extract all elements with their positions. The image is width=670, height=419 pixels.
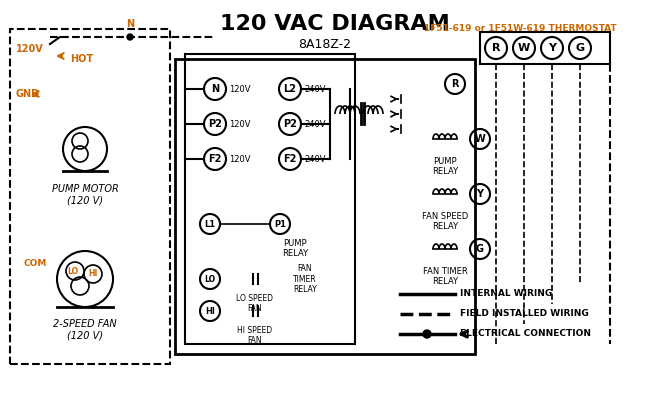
Text: HI: HI	[88, 269, 98, 279]
Text: F2: F2	[283, 154, 297, 164]
Text: 120V: 120V	[229, 85, 251, 93]
Text: 120V: 120V	[16, 44, 44, 54]
Text: LO: LO	[68, 266, 78, 276]
Text: Y: Y	[476, 189, 484, 199]
Text: R: R	[452, 79, 459, 89]
Text: 120V: 120V	[229, 119, 251, 129]
Text: HI SPEED
FAN: HI SPEED FAN	[237, 326, 273, 345]
Text: 120V: 120V	[229, 155, 251, 163]
Text: PUMP
RELAY: PUMP RELAY	[282, 239, 308, 259]
Text: HOT: HOT	[70, 54, 93, 64]
Text: N: N	[211, 84, 219, 94]
Text: FIELD INSTALLED WIRING: FIELD INSTALLED WIRING	[460, 310, 589, 318]
Text: 240V: 240V	[304, 119, 326, 129]
Text: F2: F2	[208, 154, 222, 164]
Text: GND: GND	[15, 89, 39, 99]
Bar	[185, 54, 355, 344]
Text: N: N	[126, 19, 134, 29]
Text: W: W	[518, 43, 530, 53]
Circle shape	[127, 34, 133, 40]
Text: P1: P1	[274, 220, 286, 228]
Text: L2: L2	[283, 84, 297, 94]
Text: HI: HI	[205, 307, 215, 316]
Text: FAN SPEED
RELAY: FAN SPEED RELAY	[422, 212, 468, 231]
Text: 240V: 240V	[304, 155, 326, 163]
Text: Y: Y	[548, 43, 556, 53]
Text: INTERNAL WIRING: INTERNAL WIRING	[460, 290, 552, 298]
Text: 1F51-619 or 1F51W-619 THERMOSTAT: 1F51-619 or 1F51W-619 THERMOSTAT	[423, 24, 616, 33]
Text: G: G	[476, 244, 484, 254]
Text: COM: COM	[24, 259, 48, 269]
Text: P2: P2	[208, 119, 222, 129]
Text: PUMP MOTOR
(120 V): PUMP MOTOR (120 V)	[52, 184, 119, 206]
Text: 240V: 240V	[304, 85, 326, 93]
Text: 8A18Z-2: 8A18Z-2	[299, 38, 352, 51]
Text: L1: L1	[204, 220, 216, 228]
Text: R: R	[492, 43, 500, 53]
Text: W: W	[474, 134, 485, 144]
Text: G: G	[576, 43, 584, 53]
Text: LO: LO	[204, 274, 216, 284]
Text: P2: P2	[283, 119, 297, 129]
Text: FAN TIMER
RELAY: FAN TIMER RELAY	[423, 267, 468, 287]
Bar	[10, 29, 170, 364]
Text: PUMP
RELAY: PUMP RELAY	[432, 157, 458, 176]
Text: ELECTRICAL CONNECTION: ELECTRICAL CONNECTION	[460, 329, 591, 339]
Bar	[480, 32, 610, 64]
Text: 120 VAC DIAGRAM: 120 VAC DIAGRAM	[220, 14, 450, 34]
Text: LO SPEED
FAN: LO SPEED FAN	[237, 294, 273, 313]
Bar	[175, 59, 475, 354]
Circle shape	[423, 330, 431, 338]
Text: FAN
TIMER
RELAY: FAN TIMER RELAY	[293, 264, 317, 294]
Text: 2-SPEED FAN
(120 V): 2-SPEED FAN (120 V)	[53, 319, 117, 341]
